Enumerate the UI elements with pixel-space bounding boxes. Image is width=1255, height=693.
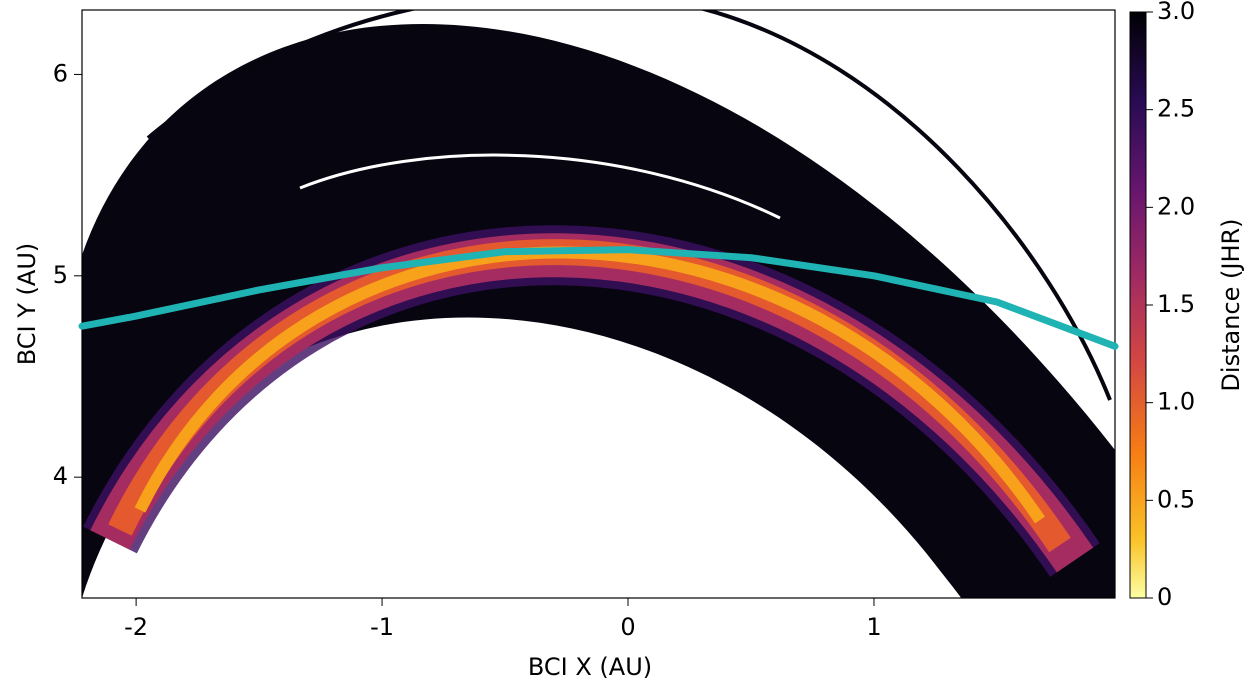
colorbar-tick-label: 2.0	[1157, 192, 1195, 220]
density-map	[82, 10, 1115, 598]
x-tick-label: -1	[370, 613, 394, 641]
trajectory-line	[78, 246, 1119, 350]
y-tick-label: 6	[53, 59, 68, 87]
colorbar-label: Distance (JHR)	[1217, 218, 1245, 391]
x-tick-label: 1	[866, 613, 881, 641]
colorbar-tick-label: 1.5	[1157, 290, 1195, 318]
colorbar	[1129, 11, 1147, 599]
colorbar-tick-label: 3.0	[1157, 0, 1195, 25]
colorbar-tick-label: 2.5	[1157, 95, 1195, 123]
y-tick-label: 5	[53, 261, 68, 289]
colorbar-tick-label: 0.5	[1157, 485, 1195, 513]
x-tick-label: -2	[124, 613, 148, 641]
plot-frame	[81, 9, 1116, 599]
y-tick-label: 4	[53, 462, 68, 490]
colorbar-tick-label: 1.0	[1157, 388, 1195, 416]
x-tick-label: 0	[620, 613, 635, 641]
y-axis-label: BCI Y (AU)	[13, 243, 41, 366]
colorbar-tick-label: 0	[1157, 583, 1172, 611]
x-axis-label: BCI X (AU)	[528, 653, 652, 681]
